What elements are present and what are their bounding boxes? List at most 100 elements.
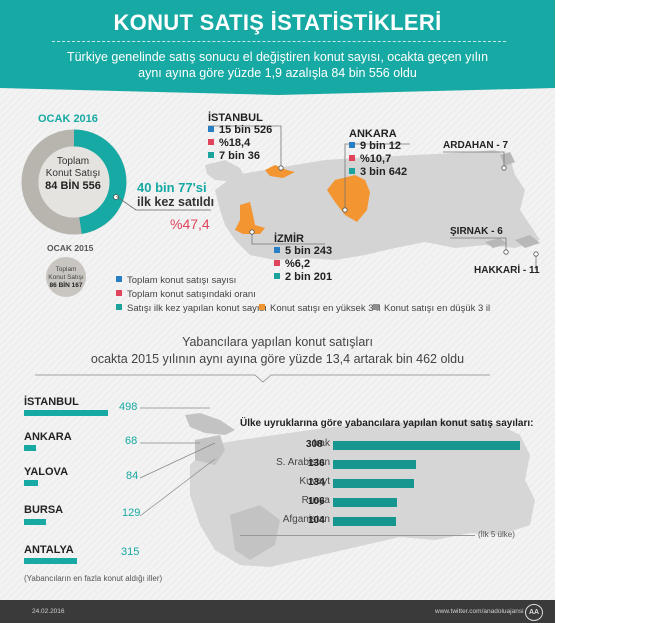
legend-total: Toplam konut satışı sayısı — [116, 274, 267, 288]
foreign-city-bar — [24, 410, 108, 416]
city-first-value: 7 bin 36 — [219, 150, 260, 162]
city-first: 3 bin 642 — [349, 166, 407, 179]
turkey-map-foreign — [185, 413, 535, 567]
country-name: Afganistan — [282, 514, 330, 525]
foreign-city-value: 129 — [122, 507, 141, 519]
donut-center-value: 84 BİN 556 — [45, 180, 101, 192]
subtitle-line-1: Türkiye genelinde satış sonucu el değişt… — [66, 50, 489, 64]
city-first: 7 bin 36 — [208, 150, 272, 163]
first-sale-label: ilk kez satıldı — [137, 195, 215, 209]
legend-lowest-label: Konut satışı en düşük 3 il — [384, 303, 491, 314]
red-square-icon — [274, 260, 280, 266]
donut-center-line1: Toplam — [56, 156, 90, 167]
blue-square-icon — [208, 126, 214, 132]
foreign-city-value: 84 — [126, 470, 139, 482]
country-value: 308 — [306, 439, 323, 450]
country-value: 134 — [308, 477, 325, 488]
ocak-2015-value: 86 BİN 167 — [49, 282, 83, 289]
red-square-icon — [208, 139, 214, 145]
footer: 24.02.2016 www.twitter.com/anadoluajansi… — [0, 600, 555, 623]
legend-share: Toplam konut satışındaki oranı — [116, 288, 267, 302]
donut-chart — [21, 129, 127, 235]
footer-date: 24.02.2016 — [32, 608, 65, 615]
foreign-heading: Yabancılara yapılan konut satışları ocak… — [0, 334, 555, 368]
sirnak-label: ŞIRNAK - 6 — [450, 226, 503, 237]
country-name: Rusya — [301, 495, 330, 506]
donut-leader-line — [116, 196, 211, 211]
orange-square-icon — [259, 304, 265, 310]
country-name: Irak — [313, 438, 330, 449]
countries-title: Ülke uyruklarına göre yabancılara yapıla… — [240, 418, 534, 429]
city-first-value: 3 bin 642 — [360, 166, 408, 178]
foreign-city-name: ANTALYA — [24, 544, 74, 556]
foreign-city-bar — [24, 445, 36, 451]
countries-chart: Irak 308 S. Arabistan 136 Kuveyt 134 Rus… — [240, 436, 540, 536]
legend-highest: Konut satışı en yüksek 3 il — [259, 302, 380, 316]
country-bar — [333, 498, 397, 507]
ocak-2015-circle — [46, 257, 86, 297]
country-bar — [333, 460, 416, 469]
header-subtitle: Türkiye genelinde satış sonucu el değişt… — [30, 49, 525, 81]
city-card-istanbul: İSTANBUL 15 bin 526 %18,4 7 bin 36 — [208, 112, 272, 163]
ocak-2016-label: OCAK 2016 — [38, 113, 98, 125]
city-name: İSTANBUL — [208, 112, 263, 124]
foreign-city-name: YALOVA — [24, 466, 69, 478]
istanbul-region — [265, 165, 295, 178]
foreign-city-value: 498 — [119, 401, 138, 413]
city-share-value: %10,7 — [360, 153, 392, 165]
legend: Toplam konut satışı sayısı Toplam konut … — [116, 274, 267, 316]
first-sale-percent: %47,4 — [170, 216, 210, 232]
country-name: S. Arabistan — [276, 457, 330, 468]
foreign-city-bar — [24, 558, 77, 564]
foreign-city-bar — [24, 519, 46, 525]
legend-highest-label: Konut satışı en yüksek 3 il — [270, 303, 381, 314]
hakkari-region — [515, 235, 540, 248]
dotted-divider — [52, 41, 506, 42]
donut-center-text: Toplam Konut Satışı 84 BİN 556 — [28, 156, 118, 192]
foreign-city-name: BURSA — [24, 504, 64, 516]
ocak-2015-text: Toplam Konut Satışı 86 BİN 167 — [44, 266, 88, 290]
blue-square-icon — [274, 247, 280, 253]
subtitle-line-2: aynı ayına göre yüzde 1,9 azalışla 84 bi… — [138, 66, 417, 80]
hakkari-label: HAKKARİ - 11 — [474, 265, 540, 276]
header-banner: KONUT SATIŞ İSTATİSTİKLERİ Türkiye genel… — [0, 0, 555, 88]
header-notch — [0, 87, 555, 95]
foreign-heading-line2: ocakta 2015 yılının aynı ayına göre yüzd… — [90, 352, 465, 366]
city-total-value: 15 bin 526 — [219, 124, 273, 136]
foreign-city-value: 68 — [125, 435, 138, 447]
legend-first-label: Satışı ilk kez yapılan konut sayısı — [127, 303, 267, 314]
country-value: 104 — [308, 515, 325, 526]
city-total-value: 5 bin 243 — [285, 245, 333, 257]
red-square-icon — [349, 155, 355, 161]
city-share: %6,2 — [274, 258, 332, 271]
city-name: İZMİR — [274, 233, 304, 245]
ocak-2015-line1: Toplam — [55, 266, 77, 273]
country-value: 106 — [308, 496, 325, 507]
footer-twitter-link[interactable]: www.twitter.com/anadoluajansi — [435, 608, 524, 615]
ankara-region — [327, 175, 370, 222]
ocak-2015-line2: Konut Satışı — [48, 274, 84, 281]
country-bar — [333, 441, 520, 450]
city-first: 2 bin 201 — [274, 271, 332, 284]
teal-square-icon — [116, 304, 122, 310]
city-share-value: %18,4 — [219, 137, 251, 149]
foreign-city-value: 315 — [121, 546, 140, 558]
izmir-region — [235, 202, 265, 234]
country-bar — [333, 479, 414, 488]
city-total: 9 bin 12 — [349, 140, 407, 153]
ocak-2015-label: OCAK 2015 — [47, 243, 94, 253]
blue-square-icon — [116, 276, 122, 282]
city-card-izmir: İZMİR 5 bin 243 %6,2 2 bin 201 — [274, 233, 332, 284]
blue-square-icon — [349, 142, 355, 148]
countries-note: (İlk 5 ülke) — [478, 530, 515, 539]
foreign-cities-note: (Yabancıların en fazla konut aldığı ille… — [24, 574, 163, 583]
city-card-ankara: ANKARA 9 bin 12 %10,7 3 bin 642 — [349, 128, 407, 179]
teal-square-icon — [208, 152, 214, 158]
countries-baseline — [240, 535, 475, 536]
foreign-city-name: ANKARA — [24, 431, 72, 443]
teal-square-icon — [349, 168, 355, 174]
legend-total-label: Toplam konut satışı sayısı — [127, 275, 237, 286]
map-leader-lines — [208, 125, 539, 270]
city-first-value: 2 bin 201 — [285, 271, 333, 283]
country-value: 136 — [308, 458, 325, 469]
